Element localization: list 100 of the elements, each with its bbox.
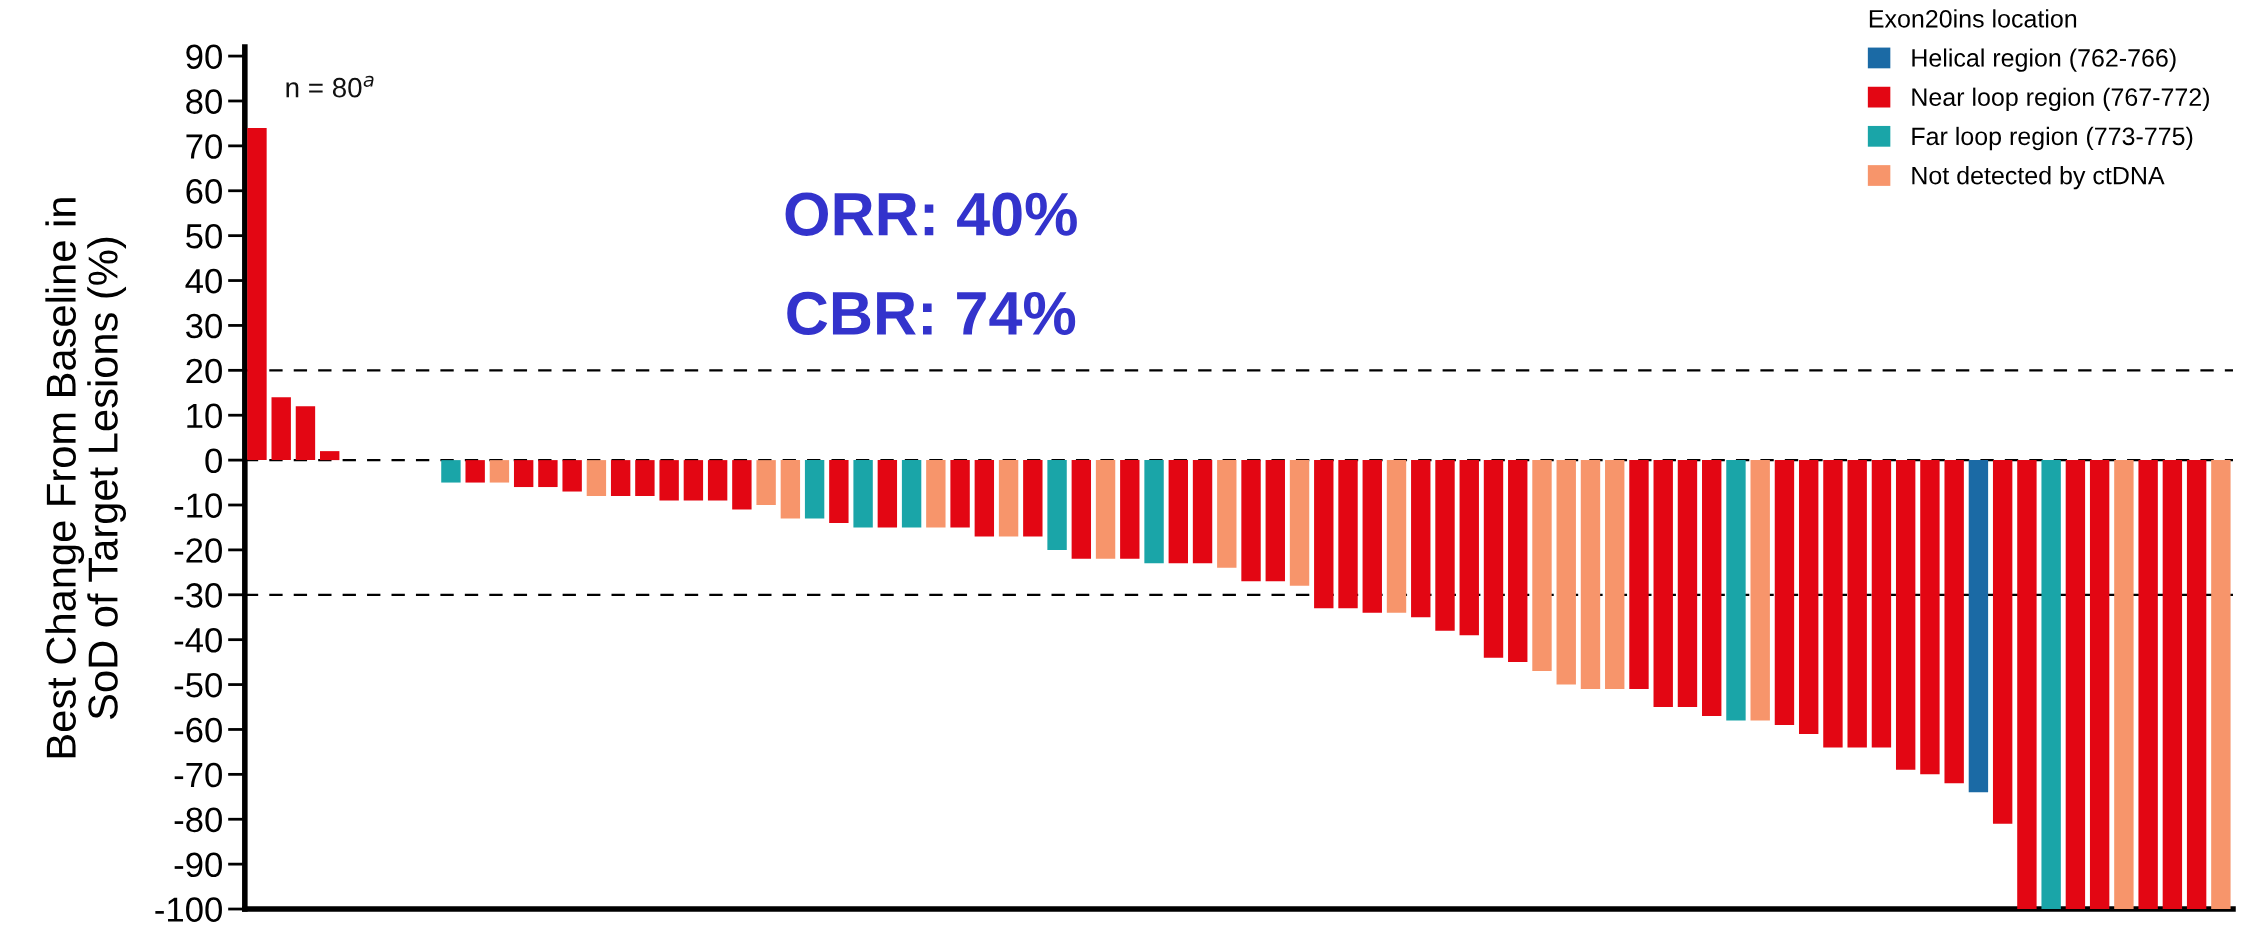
bar: [974, 460, 995, 537]
bar: [1483, 460, 1504, 658]
bar: [538, 460, 558, 488]
bar: [2114, 460, 2134, 910]
y-tick-label: -30: [174, 583, 222, 608]
bar: [513, 460, 534, 488]
y-tick-label: 20: [186, 358, 222, 384]
bar: [1944, 460, 1964, 784]
bar: [732, 460, 752, 510]
bar: [1217, 460, 1237, 568]
bar: [1386, 460, 1407, 613]
y-tick-label: -70: [174, 762, 222, 788]
bar: [707, 460, 728, 501]
bar: [1289, 460, 1310, 586]
bar: [926, 460, 946, 528]
bar: [1192, 460, 1213, 564]
bar: [2138, 460, 2158, 910]
annotation: n = 80$^{a}$: [286, 75, 374, 98]
y-tick-label: 70: [186, 134, 222, 159]
bar: [271, 397, 291, 461]
y-tick-label: 80: [186, 89, 222, 114]
bar: [1508, 460, 1528, 663]
bar: [1920, 460, 1940, 775]
bar: [465, 460, 485, 483]
bar: [659, 460, 679, 501]
bar: [1798, 460, 1819, 734]
annotation: CBR: 74%: [787, 291, 1076, 336]
bar: [295, 406, 316, 461]
bar: [610, 460, 631, 497]
y-tick-label: 0: [205, 448, 222, 474]
legend-label: Not detected by ctDNA: [1912, 166, 2165, 190]
bar: [1556, 460, 1576, 685]
bar: [1265, 460, 1285, 582]
bar: [804, 460, 825, 519]
bar: [853, 460, 873, 528]
bar: [1677, 460, 1698, 708]
y-tick-label: -40: [174, 628, 222, 653]
bar: [1168, 460, 1188, 564]
y-tick-label: 60: [186, 179, 222, 204]
y-tick-label: -80: [174, 807, 222, 833]
bar: [2211, 460, 2231, 910]
y-tick-label: -10: [174, 493, 222, 518]
bar: [1314, 460, 1334, 609]
bar: [2041, 460, 2061, 910]
bar: [1992, 460, 2013, 824]
bar: [1071, 460, 1092, 559]
bar: [320, 451, 340, 461]
y-tick-label: 50: [186, 223, 222, 249]
bar: [1435, 460, 1455, 631]
y-axis-title: Best Change From Baseline in SoD of Target Lesions (%): [45, 198, 127, 758]
bar: [1968, 460, 1989, 793]
bar: [1241, 460, 1261, 582]
y-tick-label: 30: [186, 313, 222, 339]
bar: [1823, 460, 1843, 748]
y-tick-label: 40: [185, 268, 222, 294]
bar: [441, 460, 461, 483]
bar: [586, 460, 607, 497]
bar: [562, 460, 582, 492]
bar: [1895, 460, 1916, 770]
bar: [2162, 460, 2183, 910]
bar: [1095, 460, 1116, 559]
bar: [756, 460, 776, 505]
annotation: ORR: 40%: [785, 192, 1077, 236]
legend-label: Far loop region (773-775): [1912, 126, 2193, 151]
y-tick-label: -20: [174, 538, 222, 563]
bar: [998, 460, 1019, 537]
bar: [1362, 460, 1382, 613]
bar: [1023, 460, 1043, 537]
bar: [683, 460, 704, 501]
legend-label: Near loop region (767-772): [1912, 87, 2209, 111]
y-tick-label: -100: [155, 897, 222, 922]
bar: [1726, 460, 1746, 721]
bar: [950, 460, 970, 528]
bar: [1774, 460, 1795, 725]
bar: [877, 460, 898, 528]
bar: [1047, 460, 1067, 550]
bar: [1629, 460, 1649, 690]
bar: [2065, 460, 2086, 910]
bar: [1605, 460, 1625, 690]
y-tick-label: 90: [186, 44, 222, 69]
bar: [901, 460, 922, 528]
bar: [1702, 460, 1722, 716]
bar: [1580, 460, 1601, 690]
bar: [2089, 460, 2110, 910]
bar: [1532, 460, 1552, 672]
bar: [1459, 460, 1479, 636]
bar: [1338, 460, 1358, 609]
bar: [1120, 460, 1140, 559]
y-tick-label: 10: [187, 403, 222, 429]
bar: [1750, 460, 1770, 721]
y-tick-label: -50: [174, 672, 222, 698]
bar: [1653, 460, 1673, 708]
bar: [2017, 460, 2037, 910]
y-tick-label: -90: [174, 852, 222, 878]
bar: [829, 460, 849, 523]
bar: [1847, 460, 1867, 748]
bar: [1871, 460, 1892, 748]
bar: [635, 460, 655, 497]
bar: [1411, 460, 1431, 618]
bar: [489, 460, 510, 483]
